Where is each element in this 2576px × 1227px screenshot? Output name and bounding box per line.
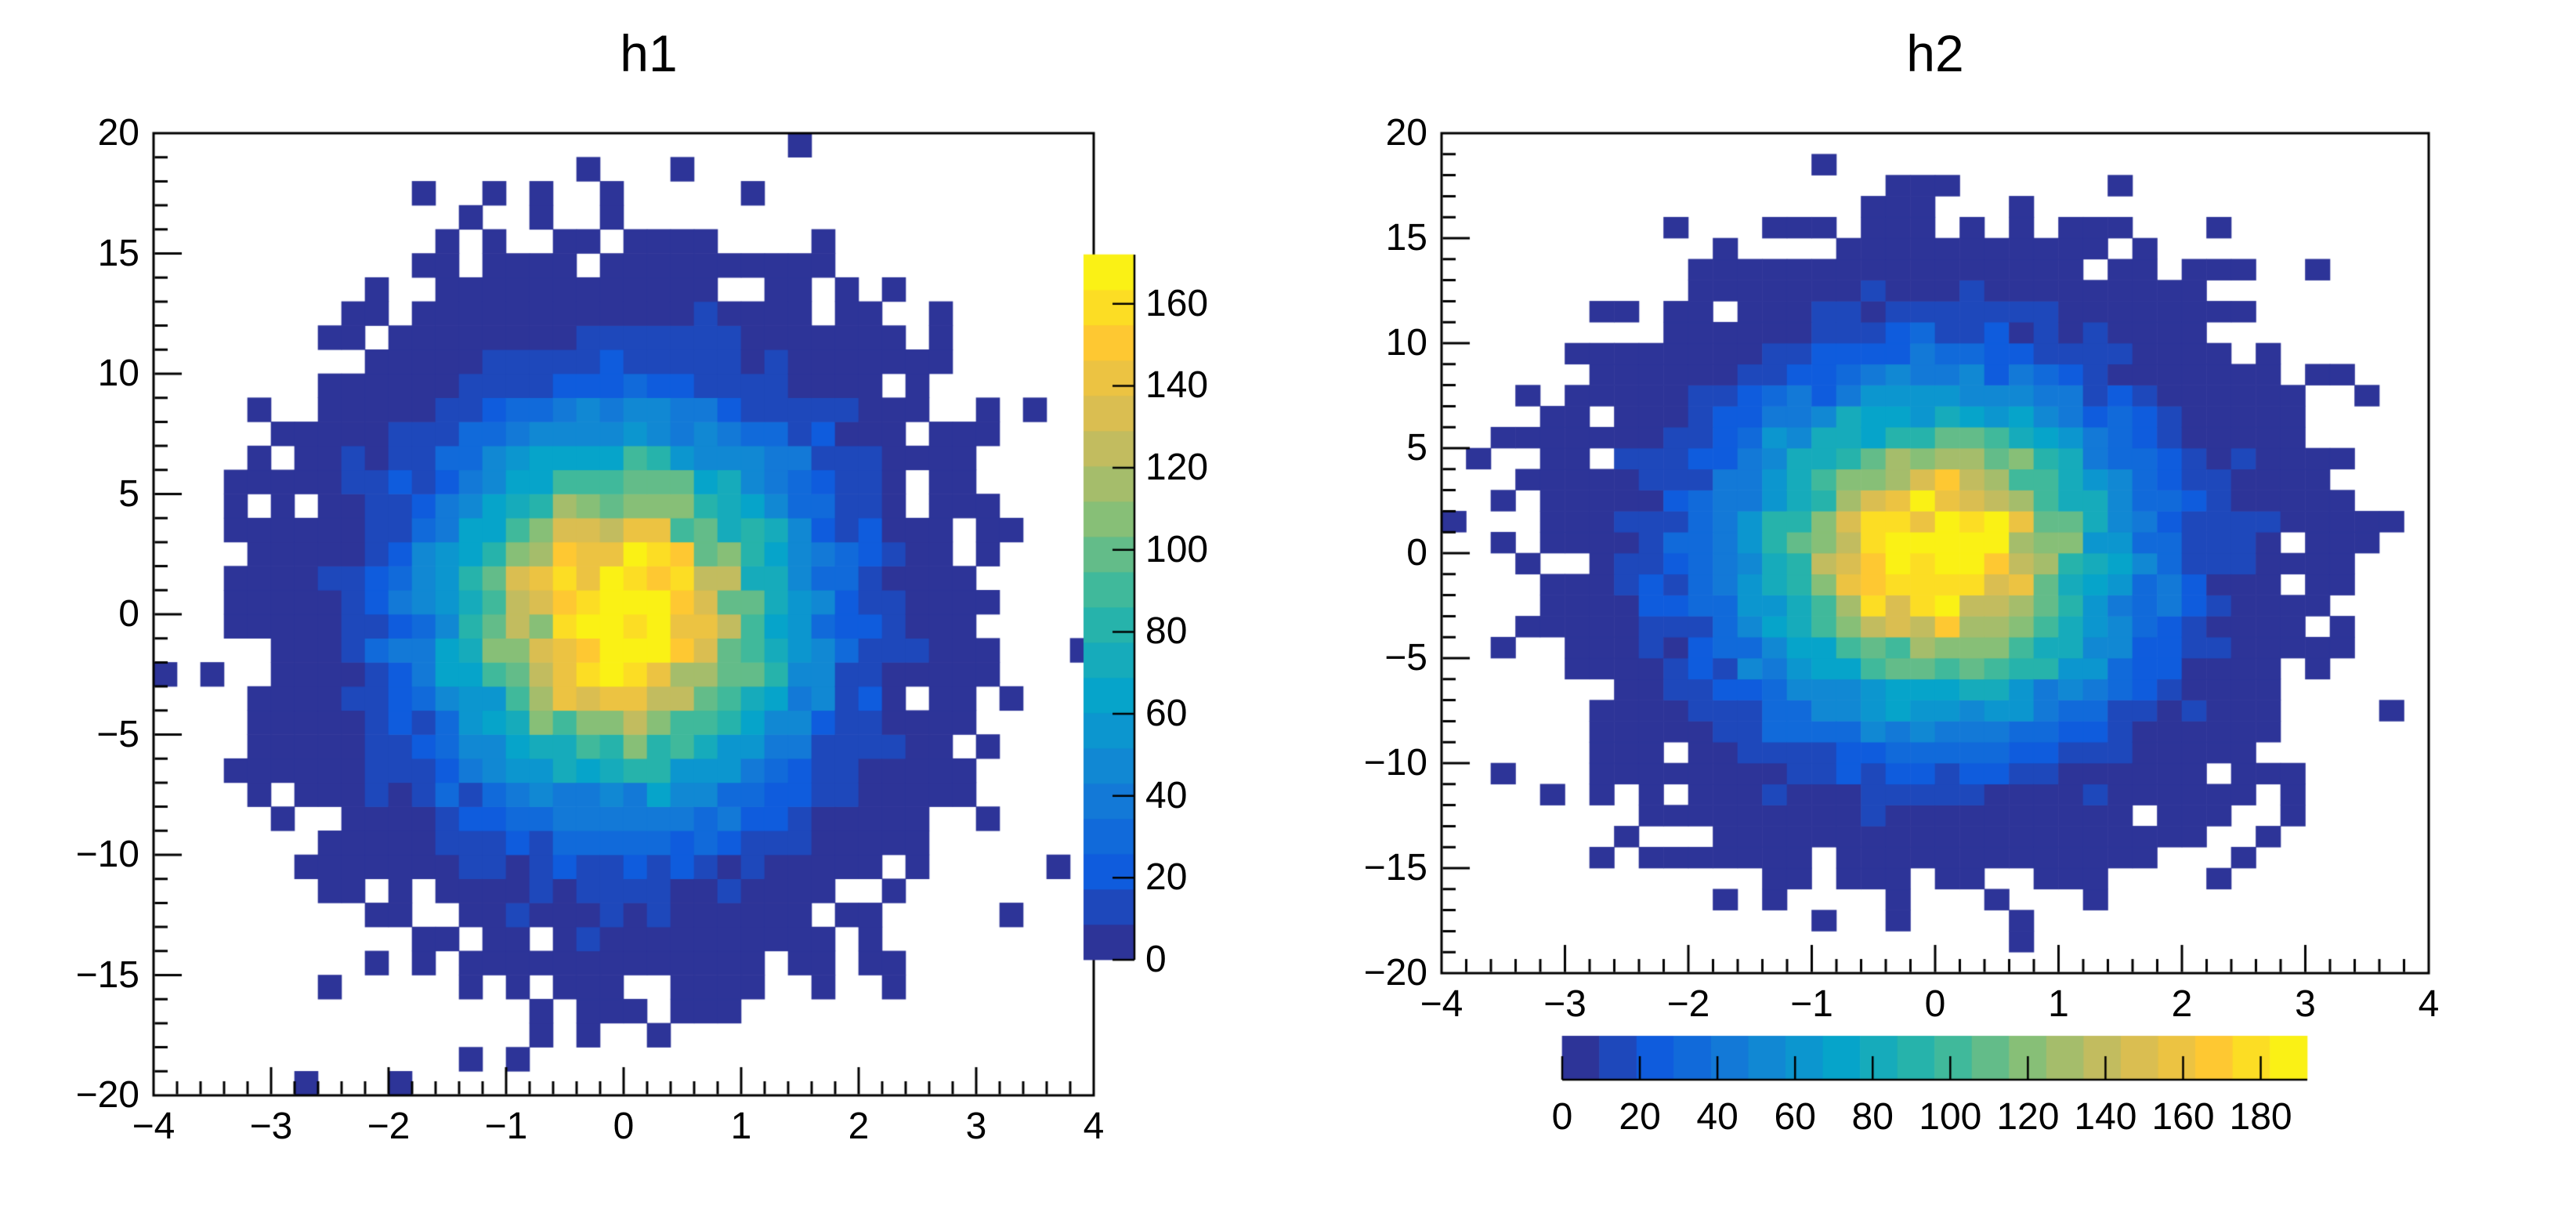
palette-tick-label: 140 bbox=[2074, 1096, 2137, 1138]
y-tick-label: −10 bbox=[75, 834, 139, 875]
palette-tick-label: 80 bbox=[1145, 610, 1188, 653]
y-tick-label: 10 bbox=[97, 353, 139, 394]
y-tick-label: 5 bbox=[1406, 427, 1427, 469]
h1-palette-axis[interactable] bbox=[1084, 255, 1134, 960]
y-tick-label: −10 bbox=[1363, 742, 1427, 784]
x-tick-label: −4 bbox=[1420, 983, 1463, 1025]
y-tick-label: 20 bbox=[97, 112, 139, 154]
y-tick-label: −20 bbox=[75, 1074, 139, 1116]
palette-tick-label: 120 bbox=[1996, 1096, 2060, 1138]
palette-tick-label: 20 bbox=[1145, 856, 1188, 899]
palette-tick-label: 140 bbox=[1145, 364, 1209, 407]
y-tick-label: −20 bbox=[1363, 952, 1427, 994]
x-tick-label: 0 bbox=[1924, 983, 1946, 1025]
y-tick-label: 15 bbox=[97, 232, 139, 274]
x-tick-label: 4 bbox=[2418, 983, 2440, 1025]
x-tick-label: 0 bbox=[613, 1106, 635, 1147]
histogram-title-h2: h2 bbox=[1906, 24, 1964, 82]
x-tick-label: 1 bbox=[2048, 983, 2069, 1025]
palette-tick-label: 0 bbox=[1551, 1096, 1573, 1138]
palette-tick-label: 0 bbox=[1145, 939, 1167, 980]
palette-tick-label: 160 bbox=[1145, 282, 1209, 324]
palette-tick-label: 60 bbox=[1774, 1096, 1816, 1138]
h1-plot-frame[interactable] bbox=[154, 133, 1094, 1095]
palette-tick-label: 40 bbox=[1696, 1096, 1738, 1138]
palette-tick-label: 180 bbox=[2229, 1096, 2292, 1138]
palette-tick-label: 80 bbox=[1851, 1096, 1894, 1138]
x-tick-label: −3 bbox=[1543, 983, 1586, 1025]
x-tick-label: −1 bbox=[1790, 983, 1833, 1025]
histogram-title-h1: h1 bbox=[620, 24, 678, 82]
palette-tick-label: 120 bbox=[1145, 447, 1209, 489]
x-tick-label: −2 bbox=[1666, 983, 1710, 1025]
y-tick-label: 5 bbox=[118, 472, 139, 515]
x-tick-label: 2 bbox=[848, 1106, 870, 1147]
palette-tick-label: 60 bbox=[1145, 693, 1188, 735]
x-tick-label: 4 bbox=[1083, 1106, 1105, 1147]
palette-tick-label: 40 bbox=[1145, 774, 1188, 816]
x-tick-label: 3 bbox=[965, 1106, 987, 1147]
y-tick-label: 15 bbox=[1385, 217, 1427, 259]
y-tick-label: 0 bbox=[1406, 532, 1427, 574]
y-tick-label: 10 bbox=[1385, 322, 1427, 364]
x-tick-label: 1 bbox=[730, 1106, 752, 1147]
x-tick-label: 2 bbox=[2171, 983, 2193, 1025]
palette-tick-label: 20 bbox=[1619, 1096, 1661, 1138]
x-tick-label: −3 bbox=[249, 1106, 293, 1147]
y-tick-label: −15 bbox=[75, 954, 139, 996]
palette-tick-label: 100 bbox=[1145, 528, 1209, 570]
palette-tick-label: 100 bbox=[1919, 1096, 1982, 1138]
y-tick-label: −5 bbox=[96, 713, 139, 755]
x-tick-label: −4 bbox=[132, 1106, 175, 1147]
y-tick-label: −15 bbox=[1363, 847, 1427, 889]
palette-tick-label: 160 bbox=[2151, 1096, 2215, 1138]
x-tick-label: −2 bbox=[367, 1106, 411, 1147]
x-tick-label: 3 bbox=[2295, 983, 2316, 1025]
y-tick-label: 0 bbox=[118, 593, 139, 635]
h2-palette-axis[interactable] bbox=[1562, 1036, 2307, 1080]
h2-plot-frame[interactable] bbox=[1442, 133, 2429, 973]
x-tick-label: −1 bbox=[484, 1106, 528, 1147]
y-tick-label: 20 bbox=[1385, 112, 1427, 154]
y-tick-label: −5 bbox=[1384, 637, 1427, 679]
